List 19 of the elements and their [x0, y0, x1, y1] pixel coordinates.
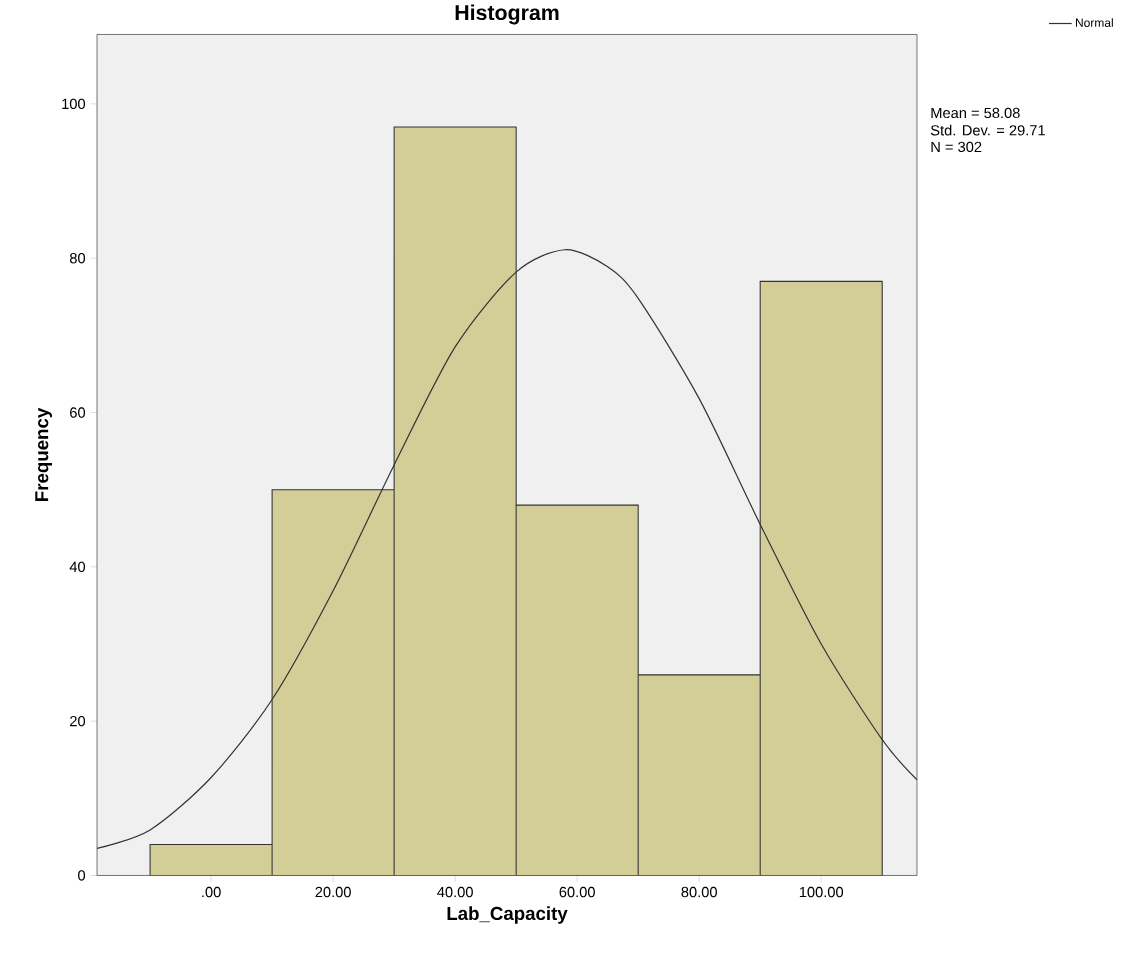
legend-label: Normal: [1075, 17, 1113, 27]
x-tick-label: 80.00: [681, 886, 717, 897]
y-tick-label: 20: [70, 715, 86, 727]
y-tick-label: 60: [70, 407, 86, 418]
x-tick-label: 40.00: [437, 886, 473, 897]
text: Std. Dev. = 29.71: [930, 124, 1045, 136]
x-tick-label: 100.00: [799, 886, 844, 897]
y-axis-title: Frequency: [35, 407, 52, 501]
y-tick-label: 80: [69, 252, 86, 264]
text: Mean = 58.08: [931, 107, 1020, 118]
x-axis-title: Lab_Capacity: [447, 906, 568, 924]
y-tick-label: 100: [62, 98, 86, 109]
x-tick-label: 60.00: [559, 886, 595, 897]
text: N = 302: [931, 141, 982, 152]
x-tick-label: .00: [202, 886, 221, 897]
chart-title: Histogram: [455, 4, 559, 25]
x-tick-label: 20.00: [315, 886, 351, 897]
y-tick-label: 0: [78, 870, 86, 881]
y-tick-label: 40: [69, 561, 86, 572]
